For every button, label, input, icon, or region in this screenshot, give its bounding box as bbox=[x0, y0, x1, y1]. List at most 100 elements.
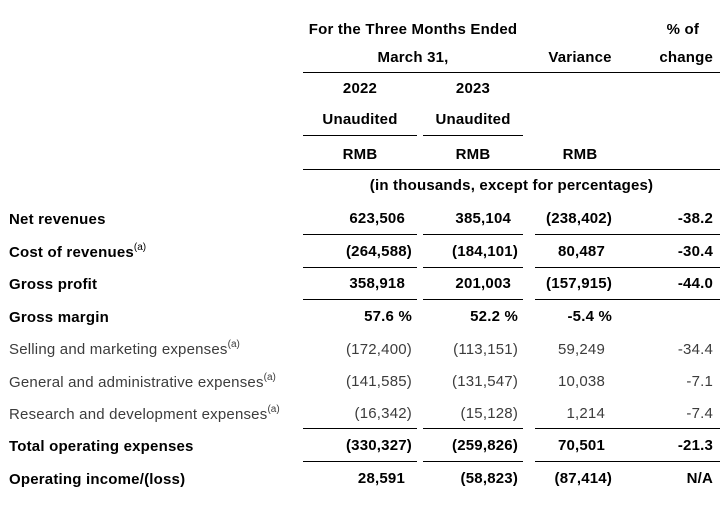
footnote-marker: (a) bbox=[227, 339, 240, 350]
row-label-text: Total operating expenses bbox=[9, 437, 194, 455]
spacer-cell bbox=[417, 136, 423, 170]
spacer-cell bbox=[523, 268, 535, 300]
spacer-cell bbox=[523, 398, 535, 429]
spacer-cell bbox=[8, 99, 303, 136]
spacer-cell bbox=[523, 202, 535, 235]
header-row-period: For the Three Months Ended % of bbox=[8, 14, 720, 44]
row-label: General and administrative expenses(a) bbox=[8, 365, 303, 398]
row-label-text: Operating income/(loss) bbox=[9, 470, 186, 488]
cell-variance: -5.4 % bbox=[567, 308, 613, 325]
footnote-marker: (a) bbox=[267, 403, 280, 415]
cell-variance: 80,487 bbox=[535, 235, 626, 268]
cell-2022: 358,918 bbox=[303, 268, 417, 300]
header-row-currency: RMB RMB RMB bbox=[8, 136, 721, 170]
cell-change bbox=[625, 300, 720, 333]
spacer-cell bbox=[523, 136, 536, 170]
cell-variance: (87,414) bbox=[554, 470, 613, 487]
row-label: Selling and marketing expenses(a) bbox=[8, 333, 303, 365]
table-row-selling-marketing: Selling and marketing expenses(a) (172,4… bbox=[8, 333, 720, 365]
spacer-cell bbox=[625, 99, 720, 136]
footnote-marker: (a) bbox=[263, 371, 276, 383]
cell-2023: 385,104 bbox=[423, 202, 524, 235]
row-label: Research and development expenses(a) bbox=[8, 398, 303, 429]
spacer-cell bbox=[535, 73, 625, 99]
cell-2022: 623,506 bbox=[303, 202, 417, 235]
header-row-subtitle: March 31, Variance change bbox=[8, 44, 721, 73]
cell-2022: (264,588) bbox=[303, 235, 417, 268]
income-statement-table: For the Three Months Ended % of March 31… bbox=[8, 14, 721, 495]
cell-variance: 10,038 bbox=[557, 373, 606, 390]
row-label: Gross margin bbox=[8, 300, 303, 333]
cell-2023: (15,128) bbox=[423, 398, 524, 429]
spacer-cell bbox=[523, 333, 535, 365]
spacer-cell bbox=[523, 44, 536, 73]
cell-change: -38.2 bbox=[625, 202, 721, 235]
cell-variance: (157,915) bbox=[535, 268, 626, 300]
cell-2022: 57.6 % bbox=[364, 308, 412, 325]
table-row-gross-margin: Gross margin 57.6 % 52.2 % -5.4 % bbox=[8, 300, 720, 333]
variance-label: Variance bbox=[535, 44, 626, 73]
spacer-cell bbox=[523, 300, 535, 333]
spacer-cell bbox=[625, 73, 720, 99]
header-row-years: 2022 2023 bbox=[8, 73, 720, 99]
table-row-operating-income-loss: Operating income/(loss) 28,591 (58,823) … bbox=[8, 462, 720, 495]
cell-2023: (131,547) bbox=[452, 373, 519, 390]
row-label-text: Gross margin bbox=[9, 308, 109, 326]
cell-2022: (330,327) bbox=[303, 429, 417, 462]
row-label-text: Cost of revenues bbox=[9, 243, 134, 261]
spacer-cell bbox=[8, 136, 303, 170]
spacer-cell bbox=[523, 14, 535, 44]
rmb-2022-label: RMB bbox=[303, 136, 417, 170]
row-label: Gross profit bbox=[8, 268, 303, 300]
spacer-cell bbox=[625, 136, 721, 170]
cell-variance: 70,501 bbox=[535, 429, 626, 462]
row-label-text: Research and development expenses bbox=[9, 405, 268, 423]
row-label-text: Gross profit bbox=[9, 276, 98, 293]
table-row-net-revenues: Net revenues 623,506 385,104 (238,402) -… bbox=[8, 202, 721, 235]
unaudited-2023-label: Unaudited bbox=[423, 99, 524, 136]
period-subtitle: March 31, bbox=[303, 44, 524, 73]
spacer-cell bbox=[523, 99, 535, 136]
pct-of-label: % of bbox=[666, 21, 700, 38]
table-row-total-operating-expenses: Total operating expenses (330,327) (259,… bbox=[8, 429, 721, 462]
spacer-cell bbox=[523, 73, 535, 99]
table-body: Net revenues 623,506 385,104 (238,402) -… bbox=[8, 202, 721, 495]
spacer-cell bbox=[523, 365, 535, 398]
cell-variance: 59,249 bbox=[557, 340, 606, 358]
unaudited-2022-label: Unaudited bbox=[303, 99, 417, 136]
cell-2022: (141,585) bbox=[345, 373, 412, 390]
row-label: Net revenues bbox=[8, 202, 303, 235]
cell-change: -34.4 bbox=[677, 340, 714, 358]
spacer-cell bbox=[8, 44, 303, 73]
spacer-cell bbox=[523, 429, 535, 462]
spacer-cell bbox=[523, 235, 535, 268]
table-header: For the Three Months Ended % of March 31… bbox=[8, 14, 721, 202]
cell-change: -30.4 bbox=[625, 235, 721, 268]
row-label-text: Net revenues bbox=[9, 210, 106, 228]
cell-2022: (16,342) bbox=[303, 398, 417, 429]
row-label-text: General and administrative expenses bbox=[9, 373, 264, 391]
cell-change: -21.3 bbox=[625, 429, 721, 462]
header-row-unaudited: Unaudited Unaudited bbox=[8, 99, 720, 136]
table-row-research-development: Research and development expenses(a) (16… bbox=[8, 398, 721, 429]
rmb-2023-label: RMB bbox=[423, 136, 524, 170]
spacer-cell bbox=[8, 73, 303, 99]
spacer-cell bbox=[523, 462, 535, 495]
cell-2022: 28,591 bbox=[357, 470, 405, 487]
footnote-marker: (a) bbox=[133, 241, 147, 253]
cell-2023: (259,826) bbox=[423, 429, 524, 462]
spacer-cell bbox=[535, 99, 625, 136]
table-row-cost-of-revenues: Cost of revenues(a) (264,588) (184,101) … bbox=[8, 235, 721, 268]
spacer-cell bbox=[8, 14, 303, 44]
cell-variance: 1,214 bbox=[535, 398, 626, 429]
header-row-units-note: (in thousands, except for percentages) bbox=[8, 170, 720, 202]
cell-change: -7.1 bbox=[686, 373, 714, 390]
table-row-general-administrative: General and administrative expenses(a) (… bbox=[8, 365, 720, 398]
cell-2023: (184,101) bbox=[423, 235, 524, 268]
cell-2023: (58,823) bbox=[460, 470, 519, 487]
rmb-variance-label: RMB bbox=[535, 136, 626, 170]
table-row-gross-profit: Gross profit 358,918 201,003 (157,915) -… bbox=[8, 268, 721, 300]
cell-change: -44.0 bbox=[625, 268, 721, 300]
row-label: Cost of revenues(a) bbox=[8, 235, 303, 268]
